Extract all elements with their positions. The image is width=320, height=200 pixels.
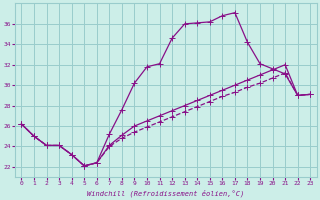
X-axis label: Windchill (Refroidissement éolien,°C): Windchill (Refroidissement éolien,°C) bbox=[87, 189, 244, 197]
